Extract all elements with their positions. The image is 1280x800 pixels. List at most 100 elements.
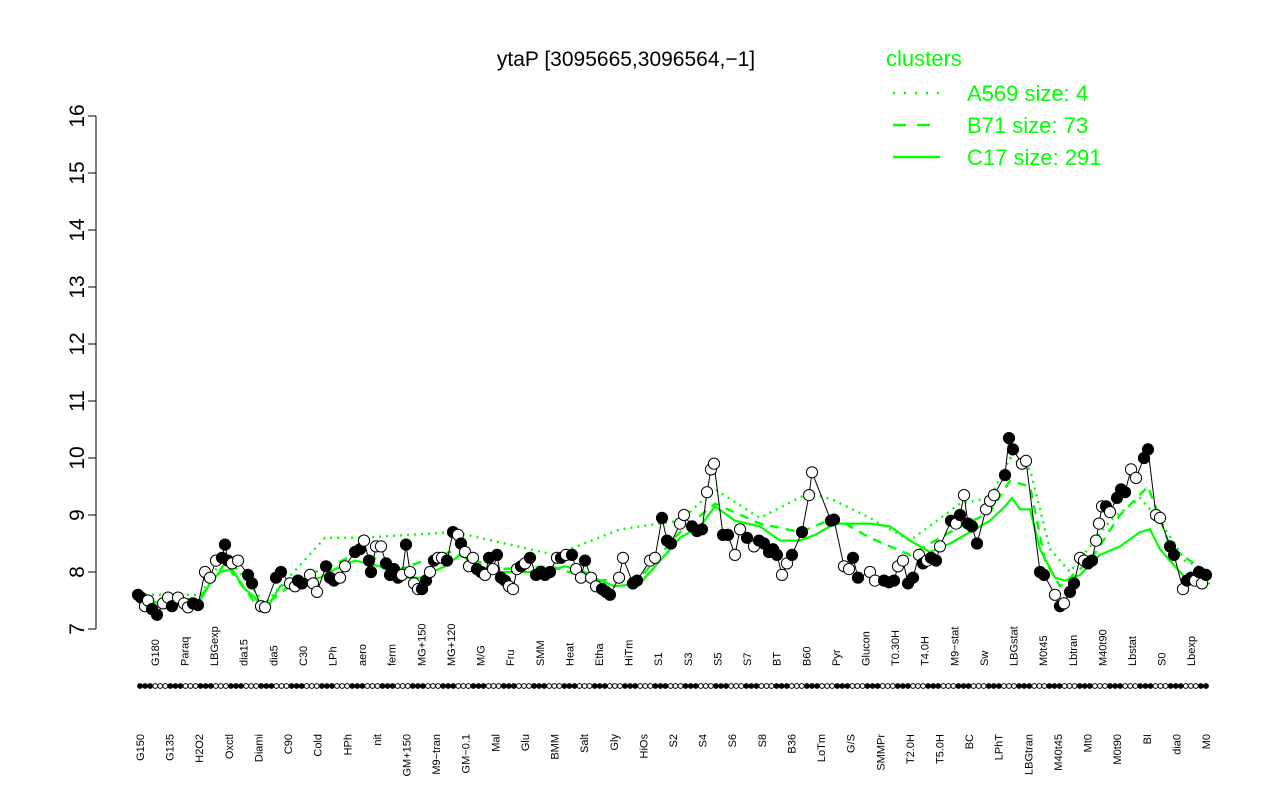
sample-marker	[889, 683, 896, 689]
sample-marker	[1021, 683, 1027, 689]
sample-marker	[500, 683, 507, 689]
x-tick-label: Pyr	[831, 649, 843, 666]
x-tick-label: S1	[653, 653, 665, 666]
data-point	[578, 554, 592, 567]
x-tick-label: LBGstat	[1009, 626, 1021, 666]
data-point	[775, 568, 789, 582]
sample-marker	[1172, 683, 1179, 689]
data-point	[612, 571, 626, 584]
sample-marker	[324, 683, 330, 689]
x-tick-label: Heat	[564, 643, 576, 666]
sample-marker	[1187, 683, 1194, 689]
x-tick-label: ferm	[387, 644, 399, 666]
sample-marker	[197, 683, 204, 689]
x-tick-label: C30	[298, 646, 310, 666]
sample-marker	[531, 683, 537, 689]
sample-marker	[748, 683, 755, 689]
data-point	[258, 601, 272, 614]
sample-marker	[546, 683, 553, 689]
data-point	[523, 551, 537, 564]
sample-marker	[859, 683, 866, 689]
sample-marker	[339, 683, 346, 689]
sample-marker	[394, 683, 401, 689]
data-point	[998, 469, 1012, 482]
data-point	[333, 571, 347, 584]
x-tick-label: Salt	[579, 734, 591, 753]
sample-marker	[844, 683, 851, 689]
sample-marker	[1056, 683, 1063, 689]
data-point	[887, 574, 901, 587]
sample-marker	[925, 683, 931, 689]
x-tick-label: H2O2	[194, 734, 206, 763]
sample-marker	[965, 683, 972, 689]
sample-marker	[167, 683, 174, 689]
sample-marker	[814, 683, 820, 689]
sample-marker	[809, 683, 815, 689]
sample-marker	[637, 683, 644, 689]
x-tick-label: T2.0H	[905, 734, 917, 764]
sample-marker	[369, 683, 376, 689]
data-point	[677, 508, 691, 522]
sample-marker	[571, 683, 578, 689]
sample-marker	[662, 683, 669, 689]
sample-marker	[1097, 683, 1103, 689]
sample-marker	[829, 683, 835, 689]
data-point	[543, 565, 557, 579]
x-tick-label: Fru	[505, 650, 517, 667]
sample-marker	[920, 683, 926, 689]
x-tick-label: GM+150	[402, 734, 414, 777]
sample-marker	[900, 683, 906, 689]
data-point	[295, 577, 309, 590]
sample-marker	[389, 683, 396, 689]
sample-marker	[374, 683, 381, 689]
sample-marker	[1152, 683, 1159, 689]
data-point	[191, 599, 205, 612]
data-point	[150, 608, 164, 621]
sample-marker	[223, 683, 229, 689]
sample-marker	[228, 683, 234, 689]
sample-marker	[778, 683, 785, 689]
sample-marker	[824, 683, 830, 689]
sample-marker	[425, 683, 431, 689]
data-point	[795, 526, 809, 539]
sample-marker	[445, 683, 452, 689]
data-point	[357, 534, 371, 547]
sample-marker	[1071, 683, 1078, 689]
sample-marker	[854, 683, 861, 689]
data-point	[987, 489, 1001, 502]
data-point	[218, 538, 232, 551]
data-point	[664, 537, 678, 550]
y-tick-label: 12	[66, 332, 89, 355]
x-tick-label: M/G	[476, 645, 488, 666]
sample-marker	[1092, 683, 1098, 689]
data-point	[1153, 511, 1167, 525]
sample-marker	[743, 683, 750, 689]
x-tick-label: B60	[801, 646, 813, 666]
x-tick-label: Cold	[313, 734, 325, 757]
cluster-line-dotted	[138, 456, 1211, 606]
data-point	[721, 528, 735, 542]
sample-marker	[905, 683, 911, 689]
sample-marker	[495, 683, 502, 689]
sample-marker	[1086, 683, 1093, 689]
sample-marker	[1031, 683, 1038, 689]
y-tick-label: 9	[66, 509, 89, 521]
sample-marker	[233, 683, 239, 689]
x-tick-label: M40t90	[1097, 629, 1109, 666]
x-tick-label: Paraq	[179, 637, 191, 666]
data-point	[486, 563, 500, 576]
data-point	[1067, 577, 1081, 590]
sample-marker	[576, 683, 583, 689]
sample-marker	[1051, 683, 1058, 689]
sample-marker	[798, 683, 805, 689]
sample-marker	[268, 683, 275, 689]
sample-marker	[642, 683, 649, 689]
data-point	[1141, 443, 1155, 456]
sample-marker	[718, 683, 724, 689]
y-tick-label: 15	[66, 161, 89, 184]
sample-marker	[415, 683, 421, 689]
sample-marker	[879, 683, 886, 689]
sample-marker	[864, 683, 871, 689]
sample-marker	[834, 683, 841, 689]
x-tick-label: BMM	[550, 734, 562, 760]
